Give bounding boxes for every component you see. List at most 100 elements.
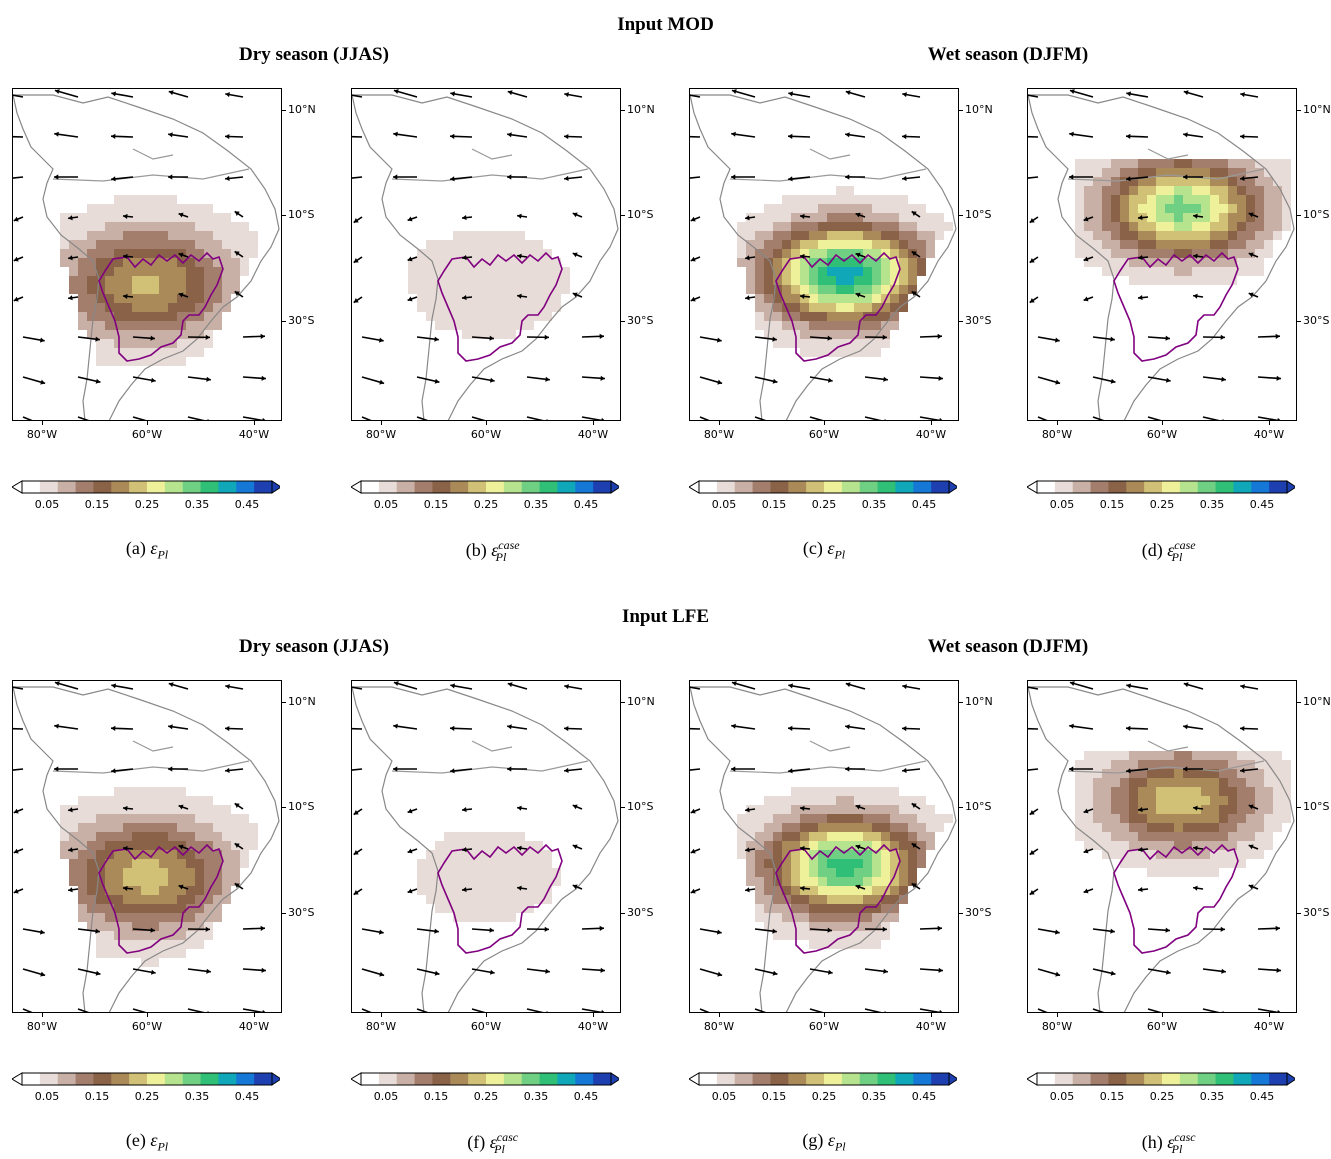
wind-arrow: [1037, 1008, 1048, 1012]
heat-cell: [159, 868, 168, 877]
heat-cell: [177, 859, 186, 868]
heat-cell: [836, 285, 845, 294]
heat-cell: [782, 823, 791, 832]
heat-cell: [899, 267, 908, 276]
heat-cell: [818, 940, 827, 949]
heat-cell: [890, 832, 899, 841]
heat-cell: [845, 814, 854, 823]
caption-superscript: case: [498, 538, 520, 552]
heat-cell: [552, 886, 561, 895]
heat-cell: [507, 249, 516, 258]
heat-cell: [899, 886, 908, 895]
heat-cell: [1138, 186, 1147, 195]
heat-cell: [444, 850, 453, 859]
wind-arrows: [13, 681, 266, 1012]
heat-cell: [480, 213, 489, 222]
heat-cell: [417, 859, 426, 868]
heat-cell: [854, 886, 863, 895]
lon-tick: [486, 1013, 487, 1017]
heat-cell: [240, 859, 249, 868]
heat-cell: [132, 778, 141, 787]
heat-cell: [96, 832, 105, 841]
heat-cell: [408, 285, 417, 294]
heat-cell: [231, 204, 240, 213]
colorbar-segment: [57, 1073, 77, 1085]
heat-cell: [1174, 285, 1183, 294]
heat-cell: [141, 339, 150, 348]
heat-cell: [231, 832, 240, 841]
heat-cell: [435, 276, 444, 285]
heat-cell: [863, 213, 872, 222]
colorbar-segment: [361, 481, 380, 493]
heat-cell: [746, 823, 755, 832]
heat-cell: [818, 922, 827, 931]
heat-cell: [579, 267, 588, 276]
heat-cell: [516, 222, 525, 231]
heat-cell: [132, 931, 141, 940]
heat-cell: [1264, 249, 1273, 258]
heat-cell: [453, 240, 462, 249]
heat-cell: [809, 922, 818, 931]
heat-cell: [791, 195, 800, 204]
lon-tick: [824, 1013, 825, 1017]
wind-arrow-head: [206, 376, 211, 382]
heat-cell: [908, 222, 917, 231]
wind-arrow-head: [123, 213, 128, 219]
heat-cell: [159, 366, 168, 375]
heat-cell: [507, 231, 516, 240]
heat-cell: [908, 231, 917, 240]
wind-arrow-head: [262, 1009, 266, 1012]
heat-cell: [1102, 231, 1111, 240]
panel-caption: (f) εcascPl: [351, 1130, 621, 1157]
wind-arrow-head: [68, 255, 73, 261]
heat-cell: [899, 823, 908, 832]
wind-arrow-head: [261, 967, 266, 973]
heat-cell: [746, 231, 755, 240]
wind-arrow: [13, 135, 24, 138]
heat-cell: [507, 276, 516, 285]
heat-cell: [1183, 204, 1192, 213]
heat-cell: [899, 222, 908, 231]
heat-cell: [1093, 195, 1102, 204]
heat-cell: [159, 267, 168, 276]
wind-arrow-head: [205, 334, 210, 340]
heat-cell: [1093, 751, 1102, 760]
heat-cell: [782, 240, 791, 249]
heat-cell: [1120, 805, 1129, 814]
heat-cell: [863, 895, 872, 904]
heat-cell: [1183, 213, 1192, 222]
heat-cell: [240, 231, 249, 240]
lat-tick: [1297, 807, 1301, 808]
wind-arrow-head: [572, 252, 578, 258]
heat-cell: [507, 859, 516, 868]
lat-label: 10°S: [965, 800, 992, 813]
heat-cell: [1165, 195, 1174, 204]
heat-cell: [755, 249, 764, 258]
wind-arrow: [1028, 94, 1039, 98]
heat-cell: [872, 339, 881, 348]
heat-cell: [96, 357, 105, 366]
heat-cell: [186, 841, 195, 850]
colorbar-over-arrow: [948, 1072, 957, 1086]
heat-cell: [195, 312, 204, 321]
heat-cell: [1228, 787, 1237, 796]
heat-cell: [543, 285, 552, 294]
lon-label: 60°W: [1146, 1020, 1178, 1033]
heat-cell: [863, 868, 872, 877]
heat-cell: [1129, 186, 1138, 195]
colorbar-under-arrow: [1027, 480, 1038, 494]
heat-cell: [132, 958, 141, 967]
heat-cell: [507, 922, 516, 931]
heat-cell: [177, 321, 186, 330]
colorbar-tick-label: 0.05: [34, 498, 60, 511]
heat-cell: [872, 204, 881, 213]
heat-cell: [881, 330, 890, 339]
heat-cell: [827, 303, 836, 312]
heat-cell: [1165, 787, 1174, 796]
wind-arrow-head: [845, 174, 850, 180]
heat-cell: [141, 276, 150, 285]
heat-cell: [818, 258, 827, 267]
heat-cell: [1228, 805, 1237, 814]
heat-cell: [186, 276, 195, 285]
heat-cell: [426, 222, 435, 231]
